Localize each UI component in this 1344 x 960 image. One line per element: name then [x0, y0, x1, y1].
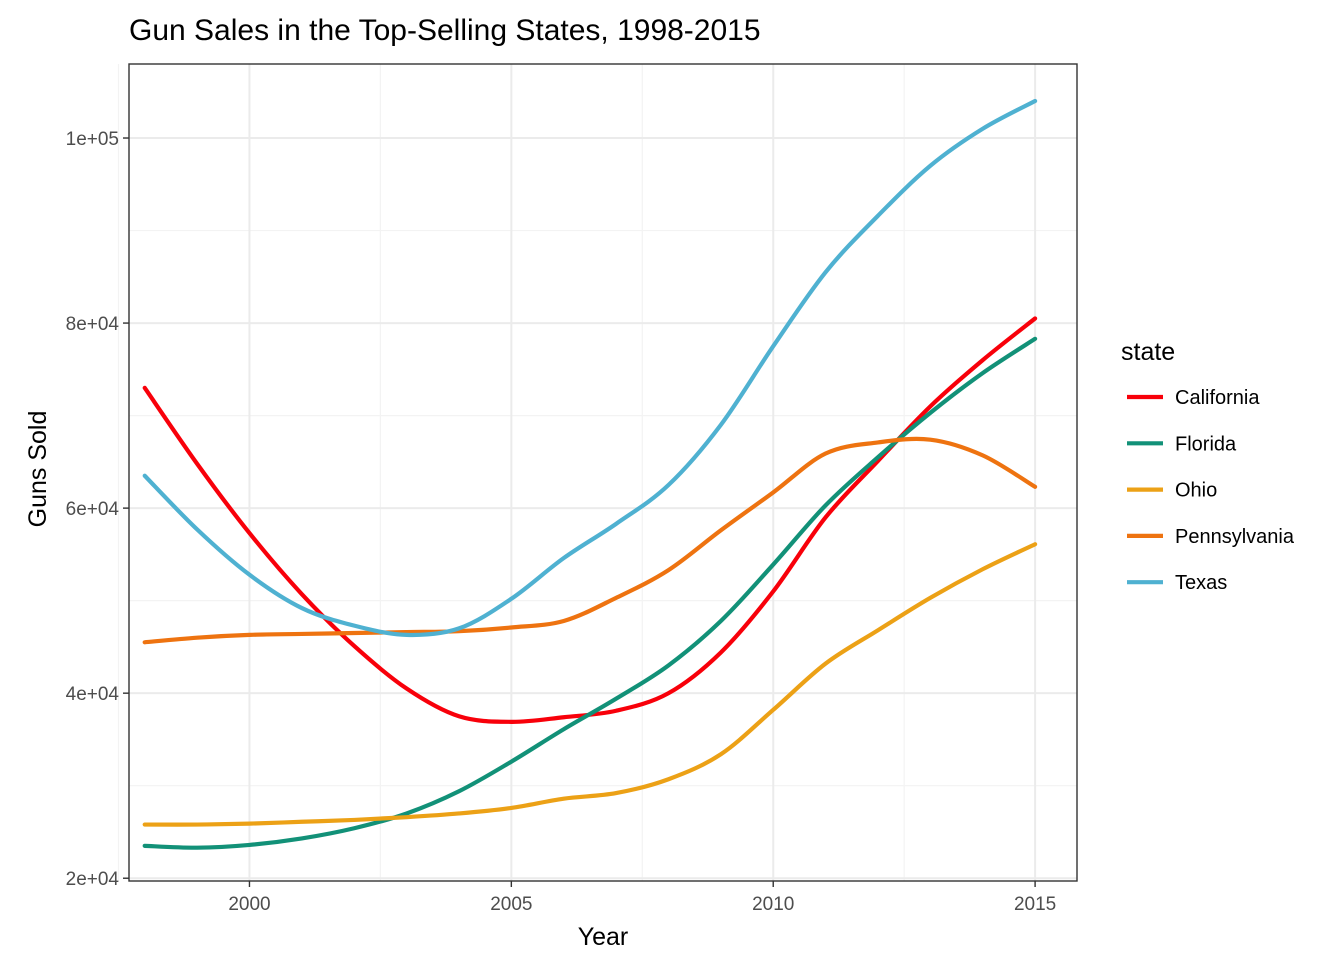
- series-line-florida: [142, 336, 1038, 850]
- series-line-california: [142, 316, 1038, 724]
- legend-item-florida: Florida: [1127, 433, 1237, 455]
- legend-item-texas: Texas: [1127, 572, 1227, 594]
- legend-items: California Florida Ohio Pennsylvania Texas: [1127, 387, 1295, 594]
- series-line-pennsylvania: [142, 436, 1038, 645]
- plot-panel: [117, 63, 1078, 882]
- legend-label-florida: Florida: [1175, 433, 1237, 455]
- legend-item-ohio: Ohio: [1127, 480, 1217, 502]
- legend-title: state: [1121, 338, 1175, 366]
- legend-label-pennsylvania: Pennsylvania: [1175, 526, 1295, 548]
- y-tick-label: 6e+04: [66, 499, 120, 520]
- x-axis: 2000 2005 2010 2015: [228, 881, 1056, 915]
- legend: state California Florida Ohio Pennsylvania T…: [1121, 338, 1295, 594]
- legend-label-ohio: Ohio: [1175, 480, 1217, 502]
- grid: [117, 64, 1077, 881]
- series-line-texas: [142, 98, 1038, 638]
- y-tick-label: 1e+05: [66, 129, 119, 150]
- series-lines: [142, 98, 1038, 850]
- y-axis: 2e+04 4e+04 6e+04 8e+04 1e+05: [66, 129, 129, 890]
- legend-label-california: California: [1175, 387, 1260, 409]
- y-tick-label: 8e+04: [66, 314, 120, 335]
- y-tick-label: 4e+04: [66, 684, 120, 705]
- legend-label-texas: Texas: [1175, 572, 1227, 594]
- panel-border: [128, 63, 1078, 882]
- legend-item-pennsylvania: Pennsylvania: [1127, 526, 1295, 548]
- x-tick-label: 2005: [490, 894, 532, 915]
- x-tick-label: 2000: [228, 894, 270, 915]
- x-tick-label: 2015: [1014, 894, 1056, 915]
- chart-title: Gun Sales in the Top-Selling States, 199…: [129, 14, 761, 47]
- y-axis-title: Guns Sold: [24, 411, 52, 528]
- series-line-ohio: [142, 542, 1038, 827]
- y-tick-label: 2e+04: [66, 869, 120, 890]
- x-axis-title: Year: [578, 923, 629, 951]
- x-tick-label: 2010: [752, 894, 794, 915]
- legend-item-california: California: [1127, 387, 1260, 409]
